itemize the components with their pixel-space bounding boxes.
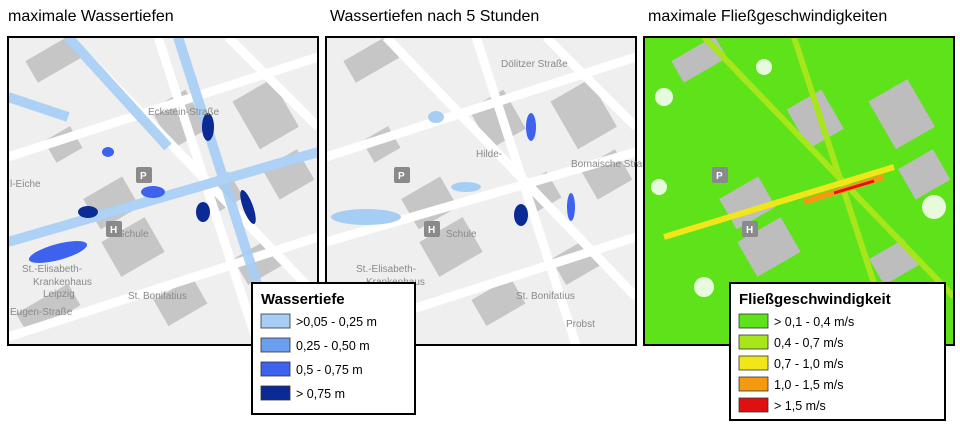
- map-icon: [136, 167, 152, 183]
- legend-label: 0,25 - 0,50 m: [296, 339, 370, 353]
- legend-swatch: [738, 334, 769, 350]
- legend-title: Wassertiefe: [261, 291, 345, 308]
- map-label: P: [398, 171, 405, 182]
- legend-swatch: [260, 361, 291, 377]
- legend-swatch: [260, 385, 291, 401]
- map-label: H: [746, 225, 753, 236]
- legend-label: 1,0 - 1,5 m/s: [774, 378, 843, 392]
- map-label: H: [428, 225, 435, 236]
- map-label: l-Eiche: [10, 179, 41, 190]
- legend-swatch: [738, 355, 769, 371]
- map-label: Schule: [118, 229, 149, 240]
- map-label: Hilde-: [476, 149, 502, 160]
- map-label: St.-Elisabeth-: [356, 264, 416, 275]
- map-label: Probst: [566, 319, 595, 330]
- map-icon: [712, 167, 728, 183]
- map-icon: [394, 167, 410, 183]
- legend-label: 0,5 - 0,75 m: [296, 363, 363, 377]
- map-label: Bornaische Straße: [571, 159, 654, 170]
- panel-title: Wassertiefen nach 5 Stunden: [330, 8, 539, 25]
- legends: Wassertiefe >0,05 - 0,25 m 0,25 - 0,50 m 0,…: [251, 282, 946, 421]
- legend-swatch: [738, 397, 769, 413]
- legend-label: 0,7 - 1,0 m/s: [774, 357, 843, 371]
- legend-swatch: [260, 337, 291, 353]
- panel-title: maximale Fließgeschwindigkeiten: [648, 8, 887, 25]
- map-label: Leipzig: [43, 289, 75, 300]
- map-label: Eugen-Straße: [10, 307, 73, 318]
- map-icon: [106, 221, 122, 237]
- legend-label: >0,05 - 0,25 m: [296, 315, 377, 329]
- map-label: St.-Elisabeth-: [22, 264, 82, 275]
- legend-label: > 0,1 - 0,4 m/s: [774, 315, 854, 329]
- legend-swatch: [738, 376, 769, 392]
- legend-label: 0,4 - 0,7 m/s: [774, 336, 843, 350]
- legend-title: Fließgeschwindigkeit: [739, 291, 891, 308]
- map-label: Dölitzer Straße: [501, 59, 568, 70]
- map-label: Krankenhaus: [33, 277, 92, 288]
- map-icon: [742, 221, 758, 237]
- panel-title: maximale Wassertiefen: [8, 8, 174, 25]
- map-label: P: [716, 171, 723, 182]
- legend-label: > 1,5 m/s: [774, 399, 826, 413]
- map-label: P: [140, 171, 147, 182]
- legend-swatch: [738, 313, 769, 329]
- map-label: Eckstein-Straße: [148, 107, 220, 118]
- map-label: St. Bonifatius: [516, 291, 575, 302]
- legend-swatch: [260, 313, 291, 329]
- titles: maximale Wassertiefen Wassertiefen nach 5…: [8, 8, 887, 25]
- legend-box: [729, 282, 946, 421]
- map-label: St. Bonifatius: [128, 291, 187, 302]
- map-label: H: [110, 225, 117, 236]
- legend-label: > 0,75 m: [296, 387, 345, 401]
- map-label: Schule: [446, 229, 477, 240]
- map-icon: [424, 221, 440, 237]
- map-panel: l-Eiche Schule St.-Elisabeth- KrankenhausLe…: [7, 36, 319, 346]
